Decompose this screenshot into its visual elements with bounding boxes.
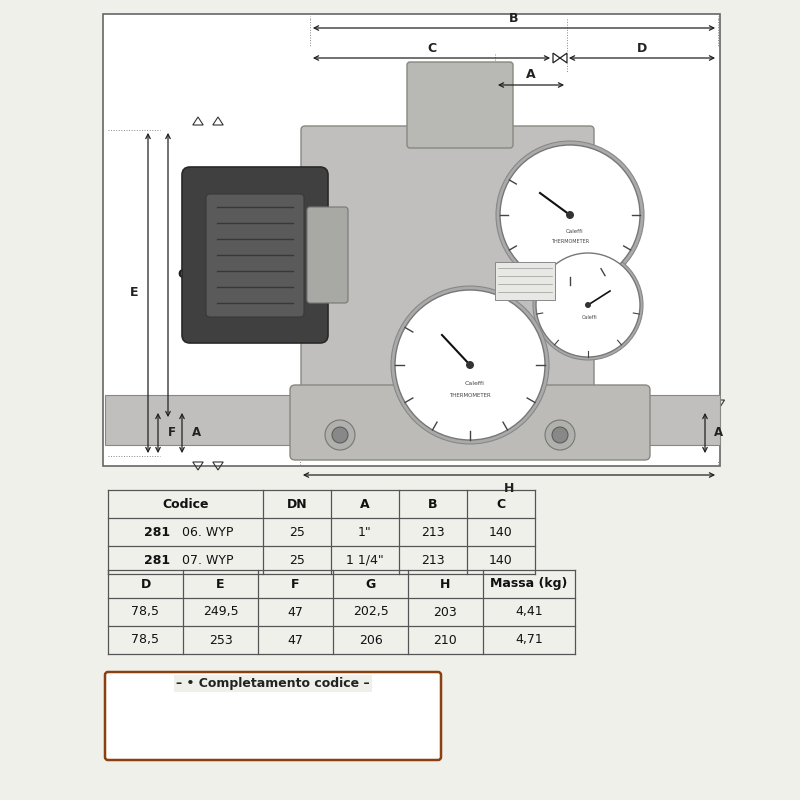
Text: 25: 25: [289, 526, 305, 538]
Text: 202,5: 202,5: [353, 606, 388, 618]
Text: 281: 281: [145, 526, 170, 538]
Bar: [105, 395, 300, 445]
Text: 55°C: 55°C: [266, 701, 295, 714]
Text: °C: °C: [619, 287, 627, 293]
Text: A: A: [360, 498, 370, 510]
Text: E: E: [130, 286, 138, 299]
Text: 120: 120: [463, 417, 477, 426]
Text: 100: 100: [517, 378, 533, 387]
Text: 253: 253: [209, 634, 232, 646]
Text: 100: 100: [610, 230, 626, 239]
Circle shape: [500, 145, 640, 285]
Text: 0: 0: [567, 266, 573, 274]
Text: A: A: [714, 426, 723, 439]
Text: 4,41: 4,41: [515, 606, 543, 618]
Circle shape: [332, 427, 348, 443]
Text: D: D: [637, 42, 647, 54]
Text: 47: 47: [287, 634, 303, 646]
Text: C: C: [427, 42, 436, 54]
Text: 140: 140: [489, 526, 513, 538]
Text: Massa (kg): Massa (kg): [490, 578, 568, 590]
Circle shape: [466, 361, 474, 369]
Text: 1": 1": [358, 526, 372, 538]
Circle shape: [325, 420, 355, 450]
Text: 5: 5: [276, 729, 285, 742]
Circle shape: [566, 211, 574, 219]
Text: 70°C: 70°C: [376, 701, 405, 714]
Text: Codice: Codice: [162, 498, 209, 510]
Bar: [495, 262, 555, 300]
Text: 25: 25: [289, 554, 305, 566]
Text: 213: 213: [421, 526, 445, 538]
Text: 6: 6: [331, 729, 340, 742]
Text: 40: 40: [540, 169, 550, 178]
Text: C: C: [497, 498, 506, 510]
Circle shape: [585, 302, 591, 308]
Text: 249,5: 249,5: [202, 606, 238, 618]
FancyBboxPatch shape: [307, 207, 348, 303]
Text: 7: 7: [386, 729, 394, 742]
FancyBboxPatch shape: [407, 62, 513, 148]
Text: Caleffi: Caleffi: [465, 381, 485, 386]
Circle shape: [395, 290, 545, 440]
Text: D: D: [140, 578, 150, 590]
Text: 4,71: 4,71: [515, 634, 543, 646]
FancyBboxPatch shape: [182, 167, 328, 343]
Circle shape: [552, 427, 568, 443]
Text: G: G: [177, 269, 187, 282]
Text: 78,5: 78,5: [131, 606, 159, 618]
Text: H: H: [440, 578, 450, 590]
Circle shape: [496, 141, 644, 289]
Circle shape: [533, 250, 643, 360]
Text: 210: 210: [434, 634, 458, 646]
Text: THERMOMETER: THERMOMETER: [551, 239, 589, 244]
Text: 4: 4: [222, 729, 230, 742]
Text: 07. WYP: 07. WYP: [182, 554, 234, 566]
Text: F: F: [168, 426, 176, 439]
Text: B: B: [510, 11, 518, 25]
Text: °C: °C: [615, 189, 625, 198]
Text: 06. WYP: 06. WYP: [182, 526, 233, 538]
Text: 206: 206: [358, 634, 382, 646]
Text: Taratura: Taratura: [132, 701, 182, 714]
Bar: [585, 395, 720, 445]
FancyBboxPatch shape: [290, 385, 650, 460]
FancyBboxPatch shape: [301, 126, 594, 424]
FancyBboxPatch shape: [105, 672, 441, 760]
Text: 47: 47: [287, 606, 303, 618]
Bar: [103, 14, 720, 466]
Text: DN: DN: [286, 498, 307, 510]
Text: Caleffi: Caleffi: [582, 315, 598, 320]
Circle shape: [391, 286, 549, 444]
Text: 45°C: 45°C: [211, 701, 240, 714]
Text: Caleffi: Caleffi: [566, 229, 584, 234]
Text: °C: °C: [517, 333, 527, 342]
Text: F: F: [291, 578, 300, 590]
Text: – • Completamento codice –: – • Completamento codice –: [176, 677, 370, 690]
Text: 78,5: 78,5: [131, 634, 159, 646]
Text: 213: 213: [421, 554, 445, 566]
Text: 140: 140: [489, 554, 513, 566]
Text: G: G: [366, 578, 376, 590]
Text: 203: 203: [434, 606, 458, 618]
Text: 40: 40: [434, 314, 446, 322]
Text: THERMOMETER: THERMOMETER: [449, 393, 491, 398]
Circle shape: [545, 420, 575, 450]
Circle shape: [536, 253, 640, 357]
Text: 100: 100: [616, 314, 630, 320]
Text: A: A: [526, 69, 536, 82]
FancyBboxPatch shape: [206, 194, 304, 317]
Text: E: E: [216, 578, 225, 590]
Text: H: H: [504, 482, 514, 495]
Text: 20: 20: [445, 301, 455, 310]
Text: A: A: [191, 426, 201, 439]
Text: .: .: [155, 729, 159, 742]
Text: 281: 281: [145, 554, 170, 566]
Text: 1 1/4": 1 1/4": [346, 554, 384, 566]
Text: B: B: [428, 498, 438, 510]
Text: 60°C: 60°C: [321, 701, 350, 714]
